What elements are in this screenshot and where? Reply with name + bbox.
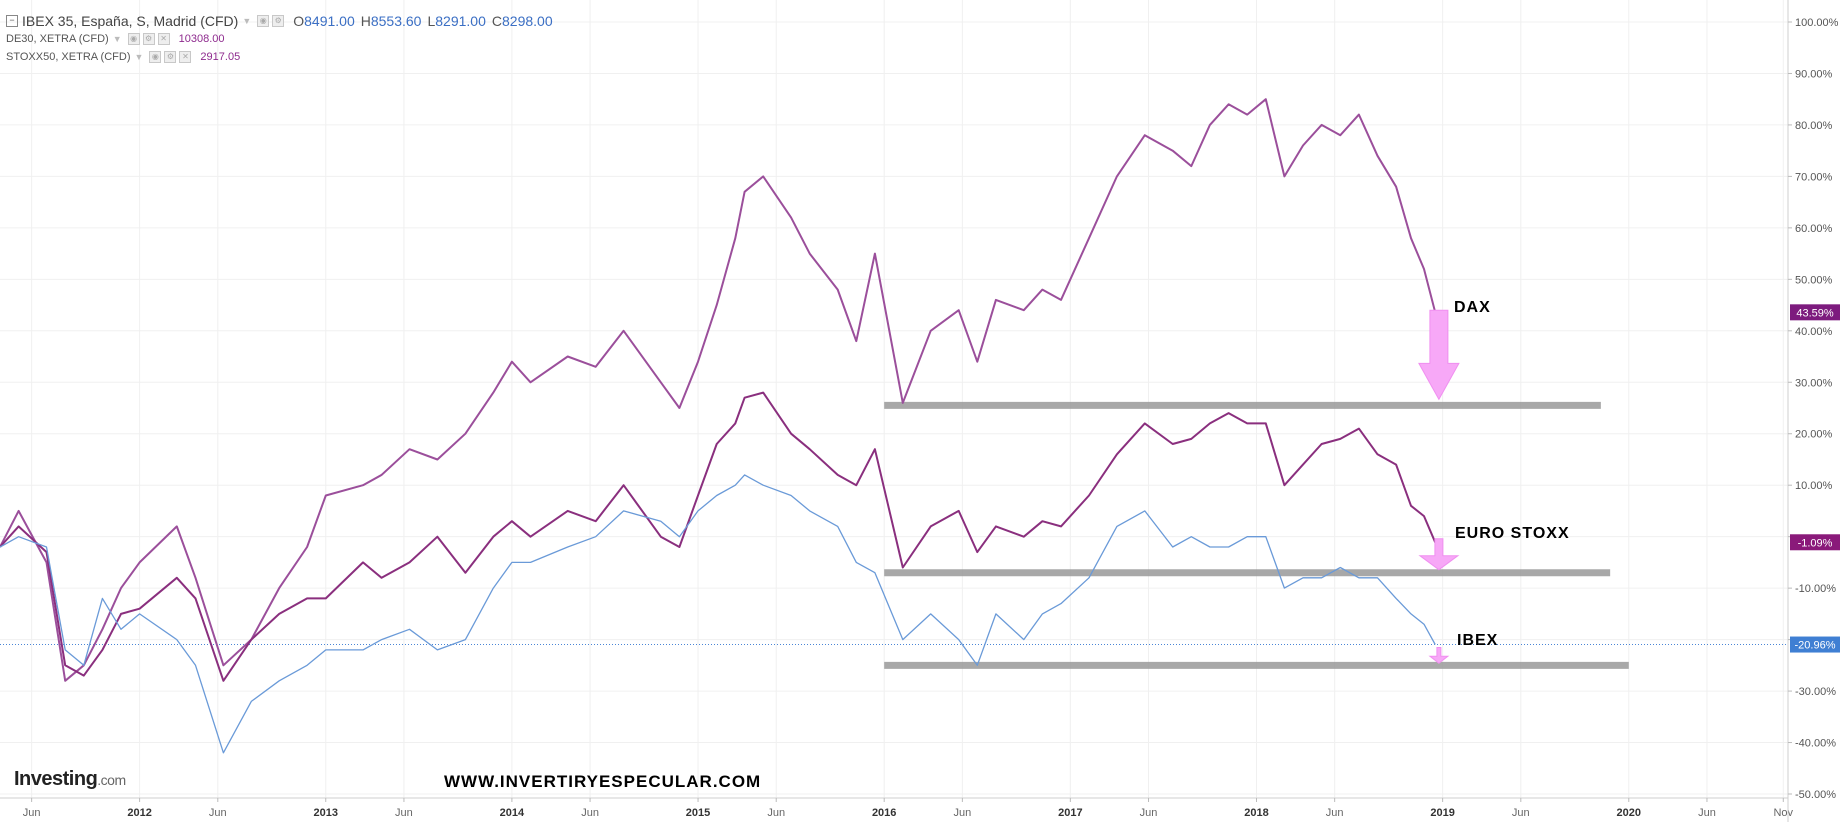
legend-dax-value: 10308.00 <box>178 33 225 45</box>
chevron-down-icon[interactable]: ▼ <box>134 52 144 62</box>
legend-row-ibex[interactable]: − IBEX 35, España, S, Madrid (CFD) ▼ ◉ ⚙… <box>6 12 553 30</box>
x-tick-label: Jun <box>767 807 785 819</box>
x-tick-label: Jun <box>209 807 227 819</box>
y-tick-label: -10.00% <box>1795 583 1836 595</box>
logo-suffix: .com <box>97 772 126 788</box>
series-line-dax <box>0 98 1437 682</box>
low-label: L <box>427 13 436 29</box>
legend-row-stoxx[interactable]: STOXX50, XETRA (CFD) ▼ ◉ ⚙ ✕ 2917.05 <box>6 48 553 66</box>
series-line-stoxx <box>0 391 1437 682</box>
x-tick-label: 2019 <box>1430 807 1454 819</box>
y-tick-label: -40.00% <box>1795 738 1836 750</box>
x-tick-label: Jun <box>1326 807 1344 819</box>
x-tick-label: 2020 <box>1617 807 1641 819</box>
y-tick-label: 10.00% <box>1795 480 1833 492</box>
annotation-euro-stoxx: EURO STOXX <box>1455 525 1570 542</box>
open-label: O <box>293 13 305 29</box>
series-lines <box>0 98 1437 754</box>
x-tick-label: Jun <box>953 807 971 819</box>
arrow-ibex <box>1428 647 1450 664</box>
close-value: 8298.00 <box>502 13 553 29</box>
arrow-dax <box>1418 309 1460 401</box>
y-tick-label: 80.00% <box>1795 120 1833 132</box>
x-tick-label: 2015 <box>686 807 710 819</box>
x-axis: Jun 2012 Jun 2013 Jun 2014 Jun 2015 Jun 2016 Jun 20… <box>0 797 1794 819</box>
y-tick-label: 100.00% <box>1795 17 1839 29</box>
high-value: 8553.60 <box>370 13 422 29</box>
eye-icon[interactable]: ◉ <box>149 51 162 63</box>
legend-row-dax[interactable]: DE30, XETRA (CFD) ▼ ◉ ⚙ ✕ 10308.00 <box>6 30 553 48</box>
last-value-text-dax: 43.59% <box>1796 307 1834 319</box>
y-tick-label: 50.00% <box>1795 274 1833 286</box>
last-value-text-stoxx: -1.09% <box>1798 537 1833 549</box>
last-value-badge-stoxx <box>1790 534 1840 551</box>
x-tick-label: 2017 <box>1058 807 1082 819</box>
collapse-icon[interactable]: − <box>6 15 18 27</box>
y-tick-label: 40.00% <box>1795 326 1833 338</box>
y-tick-label: -50.00% <box>1795 789 1836 801</box>
investing-logo: Investing.com <box>14 768 126 791</box>
legend: − IBEX 35, España, S, Madrid (CFD) ▼ ◉ ⚙… <box>6 12 553 66</box>
x-tick-label: Jun <box>23 807 41 819</box>
x-tick-label: 2014 <box>500 807 525 819</box>
grid <box>0 0 1788 798</box>
close-icon[interactable]: ✕ <box>179 51 192 63</box>
annotation-dax: DAX <box>1454 299 1491 316</box>
legend-dax-name: DE30, XETRA (CFD) <box>6 33 109 45</box>
settings-icon[interactable]: ⚙ <box>142 33 155 45</box>
y-tick-label: -30.00% <box>1795 686 1836 698</box>
x-tick-label: Nov <box>1773 807 1793 819</box>
series-line-ibex <box>0 474 1436 754</box>
y-tick-label: 60.00% <box>1795 223 1833 235</box>
x-tick-label: Jun <box>1512 807 1530 819</box>
chevron-down-icon[interactable]: ▼ <box>112 34 122 44</box>
annotation-arrows <box>1418 309 1460 664</box>
support-lines <box>884 401 1629 669</box>
last-value-labels: 43.59% -1.09% -20.96% <box>1790 304 1840 653</box>
eye-icon[interactable]: ◉ <box>257 15 270 27</box>
y-tick-label: 70.00% <box>1795 171 1833 183</box>
legend-stoxx-value: 2917.05 <box>200 51 241 63</box>
x-tick-label: 2013 <box>314 807 338 819</box>
close-icon[interactable]: ✕ <box>157 33 170 45</box>
high-label: H <box>360 13 371 29</box>
x-tick-label: 2016 <box>872 807 896 819</box>
open-value: 8491.00 <box>304 13 355 29</box>
x-tick-label: 2012 <box>127 807 151 819</box>
close-label: C <box>491 13 502 29</box>
legend-stoxx-name: STOXX50, XETRA (CFD) <box>6 51 131 63</box>
legend-ibex-name: IBEX 35, España, S, Madrid (CFD) <box>22 13 239 29</box>
x-tick-label: Jun <box>1140 807 1158 819</box>
website-watermark: WWW.INVERTIRYESPECULAR.COM <box>444 772 762 791</box>
last-value-text-ibex: -20.96% <box>1795 640 1836 652</box>
logo-text: Investing <box>14 768 98 790</box>
settings-icon[interactable]: ⚙ <box>272 15 285 27</box>
x-tick-label: Jun <box>1698 807 1716 819</box>
x-tick-label: Jun <box>581 807 599 819</box>
y-tick-label: 90.00% <box>1795 68 1833 80</box>
arrow-euro-stoxx <box>1418 538 1460 571</box>
x-tick-label: Jun <box>395 807 413 819</box>
last-value-badge-dax <box>1790 304 1840 321</box>
settings-icon[interactable]: ⚙ <box>164 51 177 63</box>
y-tick-label: 30.00% <box>1795 377 1833 389</box>
annotation-ibex: IBEX <box>1457 632 1499 649</box>
y-axis: 100.00% 90.00% 80.00% 70.00% 60.00% 50.00% 40.… <box>1787 0 1839 822</box>
last-value-badge-ibex <box>1790 636 1840 653</box>
x-tick-label: 2018 <box>1244 807 1268 819</box>
low-value: 8291.00 <box>435 13 486 29</box>
y-tick-label: 20.00% <box>1795 429 1833 441</box>
chevron-down-icon[interactable]: ▼ <box>242 16 252 26</box>
eye-icon[interactable]: ◉ <box>127 33 140 45</box>
